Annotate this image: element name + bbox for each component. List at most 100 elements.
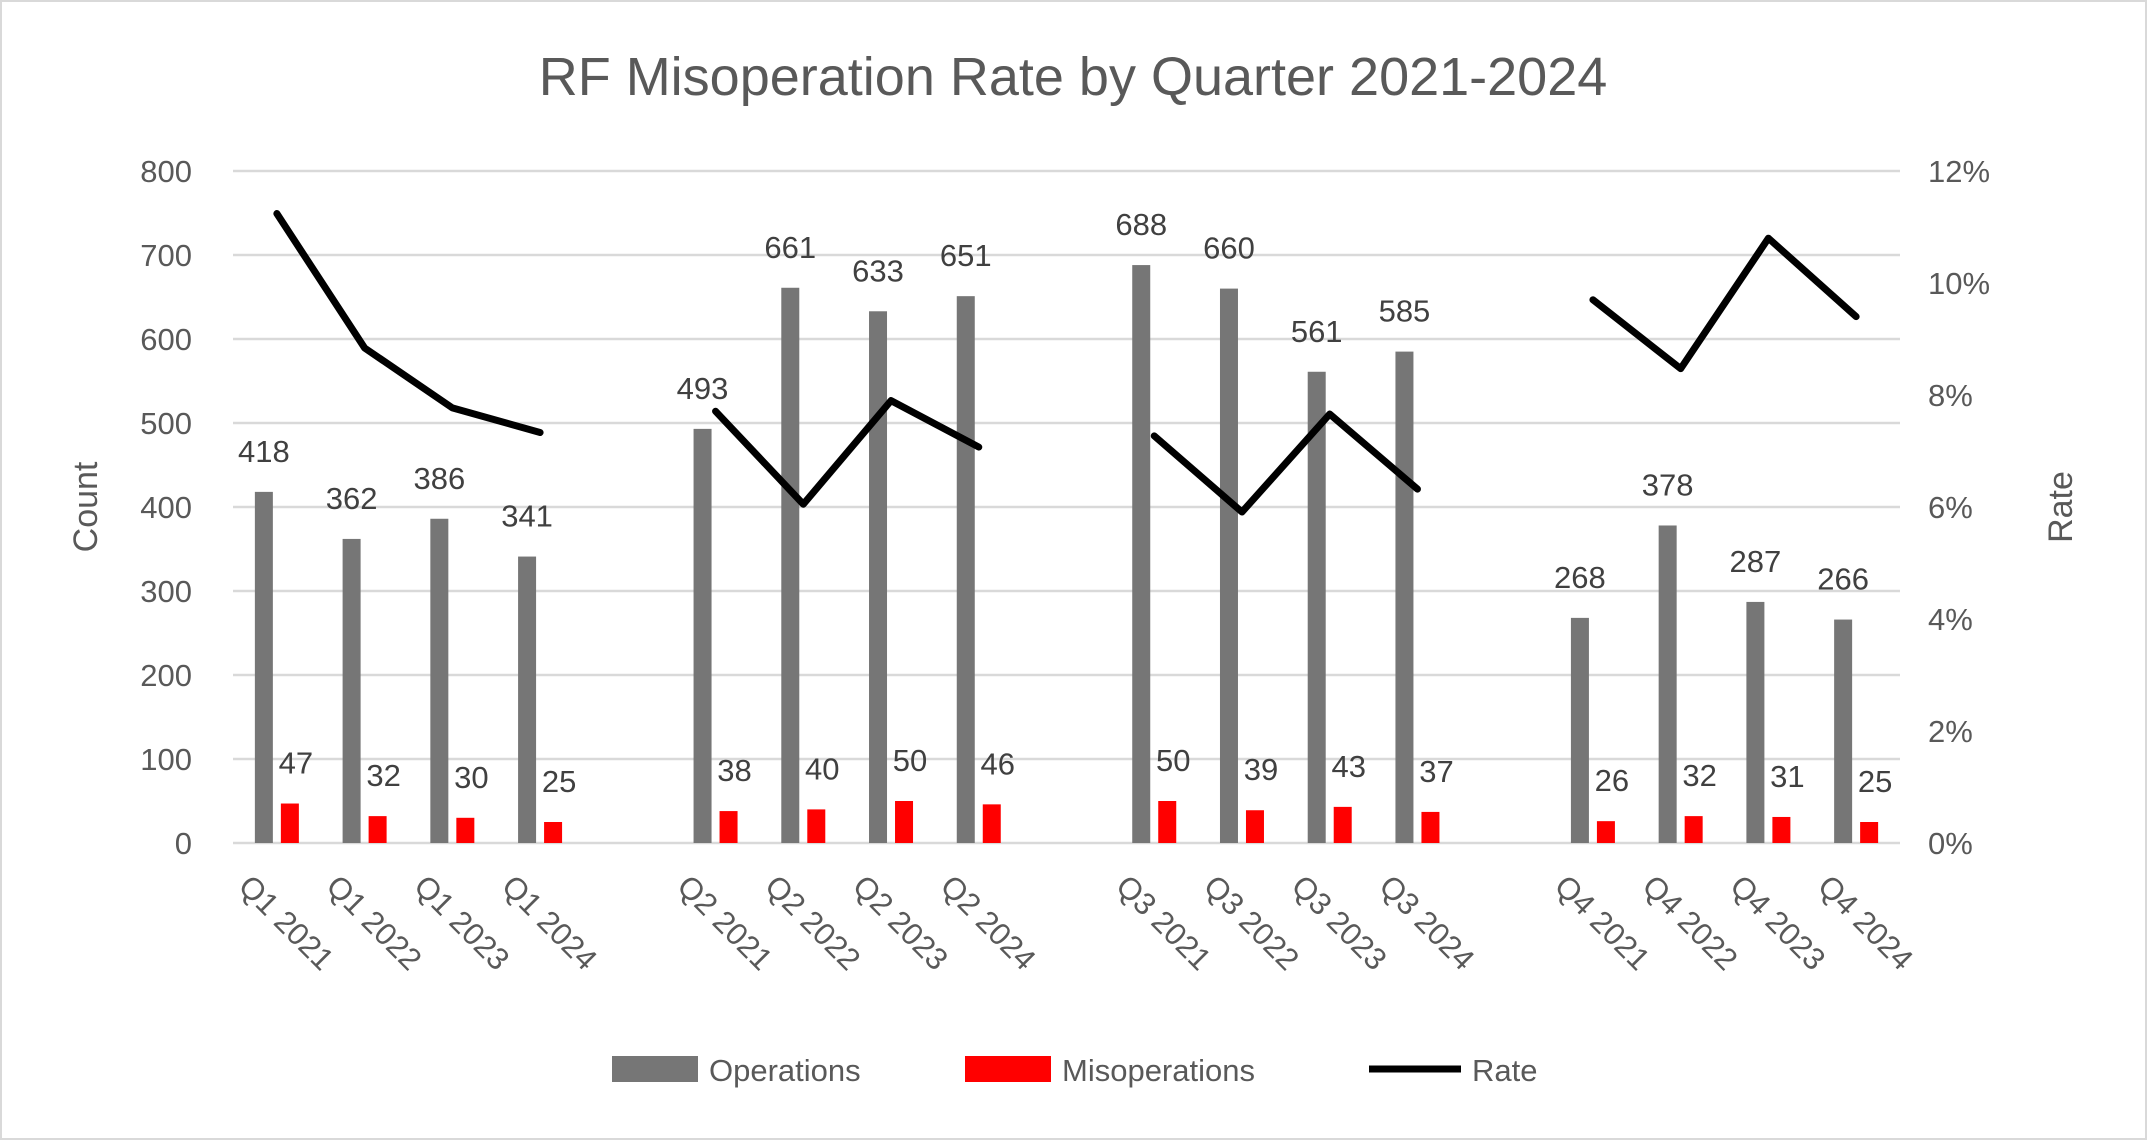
data-label-misoperations: 37	[1419, 754, 1453, 789]
y2-tick-label: 12%	[1928, 154, 1990, 189]
bar-operations	[1395, 351, 1414, 843]
data-label-misoperations: 40	[805, 751, 839, 786]
y-tick-label: 300	[140, 574, 192, 609]
rate-line	[273, 210, 1860, 516]
y-tick-label: 200	[140, 658, 192, 693]
data-label-misoperations: 39	[1244, 752, 1278, 787]
y2-tick-label: 10%	[1928, 266, 1990, 301]
bar-operations	[1307, 371, 1326, 843]
bar-misoperations	[1860, 822, 1879, 843]
data-label-operations: 362	[326, 481, 378, 516]
data-label-misoperations: 26	[1595, 763, 1629, 798]
bar-operations	[693, 428, 712, 843]
data-label-misoperations: 46	[981, 746, 1015, 781]
rate-line-segment	[712, 397, 983, 508]
bar-misoperations	[456, 817, 475, 843]
bar-operations	[254, 491, 273, 843]
bar-operations	[956, 296, 975, 843]
y2-tick-label: 8%	[1928, 378, 1973, 413]
data-label-misoperations: 38	[717, 753, 751, 788]
bar-misoperations	[1684, 816, 1703, 843]
bar-misoperations	[1245, 810, 1264, 843]
data-label-operations: 661	[764, 230, 816, 265]
y2-tick-label: 4%	[1928, 602, 1973, 637]
y2-axis-ticks: 0% 2% 4% 6% 8% 10% 12%	[1928, 154, 1990, 861]
legend-swatch-operations	[612, 1056, 698, 1082]
bar-operations	[518, 556, 537, 843]
data-label-misoperations: 32	[366, 758, 400, 793]
bar-operations	[1746, 601, 1765, 843]
data-label-misoperations: 25	[542, 764, 576, 799]
bars	[254, 265, 1879, 844]
bar-operations	[1132, 265, 1151, 844]
data-label-misoperations: 31	[1770, 759, 1804, 794]
bar-operations	[1658, 525, 1677, 843]
bar-misoperations	[1596, 821, 1615, 843]
legend-swatch-misoperations	[965, 1056, 1051, 1082]
data-label-operations: 651	[940, 238, 992, 273]
bar-misoperations	[1772, 816, 1791, 843]
y2-tick-label: 2%	[1928, 714, 1973, 749]
legend-label-misoperations: Misoperations	[1062, 1053, 1255, 1088]
bar-misoperations	[368, 816, 387, 843]
gridlines	[233, 169, 1900, 845]
rate-line-segment	[1589, 234, 1860, 373]
bar-operations	[1570, 617, 1589, 843]
data-label-operations: 633	[852, 253, 904, 288]
data-label-operations: 418	[238, 434, 290, 469]
data-label-operations: 266	[1817, 562, 1869, 597]
y-axis-title: Count	[67, 461, 105, 552]
bar-operations	[430, 518, 449, 843]
y-tick-label: 700	[140, 238, 192, 273]
chart-title: RF Misoperation Rate by Quarter 2021-202…	[539, 47, 1608, 107]
data-label-operations: 378	[1642, 467, 1694, 502]
rate-line-segment	[273, 210, 544, 437]
bar-misoperations	[895, 801, 914, 843]
data-label-operations: 561	[1291, 314, 1343, 349]
data-label-operations: 585	[1379, 294, 1431, 329]
data-label-operations: 341	[501, 499, 553, 534]
bar-misoperations	[1158, 801, 1177, 843]
y-tick-label: 500	[140, 406, 192, 441]
data-label-misoperations: 50	[893, 743, 927, 778]
y2-axis-title: Rate	[2042, 471, 2080, 543]
data-label-operations: 493	[677, 371, 729, 406]
bar-operations	[781, 287, 800, 843]
y2-tick-label: 0%	[1928, 826, 1973, 861]
legend: Operations Misoperations Rate	[612, 1053, 1537, 1088]
y-tick-label: 400	[140, 490, 192, 525]
y-tick-label: 100	[140, 742, 192, 777]
legend-label-rate: Rate	[1472, 1053, 1537, 1088]
bar-operations	[342, 538, 361, 843]
bar-misoperations	[982, 804, 1001, 843]
y-tick-label: 0	[175, 826, 192, 861]
data-label-misoperations: 25	[1858, 764, 1892, 799]
y-axis-ticks: 0 100 200 300 400 500 600 700 800	[140, 154, 192, 861]
bar-misoperations	[1333, 806, 1352, 843]
data-label-misoperations: 47	[279, 746, 313, 781]
y-tick-label: 600	[140, 322, 192, 357]
data-label-misoperations: 50	[1156, 743, 1190, 778]
y-tick-label: 800	[140, 154, 192, 189]
data-label-operations: 688	[1115, 207, 1167, 242]
bar-operations	[1834, 619, 1853, 843]
data-label-misoperations: 30	[454, 760, 488, 795]
data-label-operations: 386	[413, 461, 465, 496]
data-label-misoperations: 43	[1331, 749, 1365, 784]
data-labels: 418 47 362 32 386 30 341 25 493 38 661 40 633 50 651 46…	[238, 207, 1892, 799]
legend-label-operations: Operations	[709, 1053, 861, 1088]
bar-operations	[1219, 288, 1238, 844]
bar-misoperations	[719, 811, 738, 843]
bar-operations	[869, 311, 888, 843]
data-label-misoperations: 32	[1682, 758, 1716, 793]
bar-misoperations	[280, 803, 299, 843]
data-label-operations: 268	[1554, 560, 1606, 595]
rate-line-segment	[1150, 410, 1421, 516]
y2-tick-label: 6%	[1928, 490, 1973, 525]
bar-misoperations	[807, 809, 826, 843]
bar-misoperations	[544, 822, 563, 843]
data-label-operations: 287	[1730, 544, 1782, 579]
bar-misoperations	[1421, 811, 1440, 843]
data-label-operations: 660	[1203, 231, 1255, 266]
